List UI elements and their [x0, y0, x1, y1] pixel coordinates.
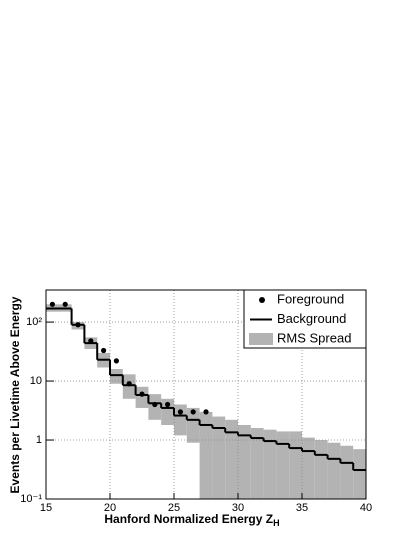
y-tick-label: 10² — [26, 316, 42, 328]
data-point — [49, 301, 56, 307]
rms-band — [289, 431, 302, 499]
rms-band — [161, 398, 174, 425]
x-axis-title-sub: H — [273, 518, 280, 528]
data-point — [152, 401, 158, 408]
legend-label: Background — [277, 311, 346, 326]
rms-band — [302, 437, 315, 499]
x-tick-label: 20 — [104, 502, 116, 514]
data-point — [75, 322, 81, 328]
x-axis-title-main: Hanford Normalized Energy Z — [104, 512, 273, 526]
rms-band — [199, 411, 213, 499]
x-tick-label: 30 — [232, 502, 244, 514]
legend-symbol — [249, 333, 273, 345]
x-tick-label: 40 — [360, 502, 372, 514]
y-tick-label: 10 — [30, 375, 42, 387]
legend-symbol — [259, 297, 265, 303]
x-tick-label: 15 — [40, 502, 52, 514]
rms-band — [327, 442, 341, 499]
rms-band — [225, 419, 238, 499]
legend: Foreground Background RMS Spread — [243, 289, 367, 349]
rms-band — [110, 369, 123, 384]
data-point — [88, 338, 94, 344]
rms-band — [353, 449, 366, 499]
rms-band — [186, 407, 200, 443]
x-tick-label: 35 — [296, 502, 308, 514]
rms-band — [174, 404, 187, 436]
data-point — [62, 301, 68, 307]
data-point — [177, 409, 183, 415]
x-tick-label: 25 — [168, 502, 180, 514]
data-point — [139, 391, 145, 397]
rms-band — [263, 429, 277, 499]
data-point — [101, 347, 107, 354]
x-axis-title: Hanford Normalized Energy ZH — [104, 512, 279, 528]
legend-label: RMS Spread — [277, 330, 351, 345]
rms-band — [276, 431, 290, 499]
data-point — [203, 409, 209, 415]
y-tick-label: 1 — [36, 434, 42, 446]
y-tick-label: 10⁻¹ — [20, 493, 42, 505]
y-axis-title: Events per Livetime Above Energy — [8, 296, 22, 493]
data-point — [190, 409, 196, 415]
plot-frame — [45, 289, 367, 500]
data-point — [126, 381, 132, 387]
rms-band — [135, 386, 149, 408]
rms-band — [212, 416, 226, 499]
rms-band — [250, 427, 264, 499]
data-point — [113, 358, 119, 364]
legend-label: Foreground — [277, 291, 344, 306]
rms-band — [122, 374, 136, 399]
rms-band — [314, 440, 328, 499]
data-point — [165, 401, 171, 408]
rms-band — [340, 445, 354, 499]
rms-band — [238, 424, 251, 499]
